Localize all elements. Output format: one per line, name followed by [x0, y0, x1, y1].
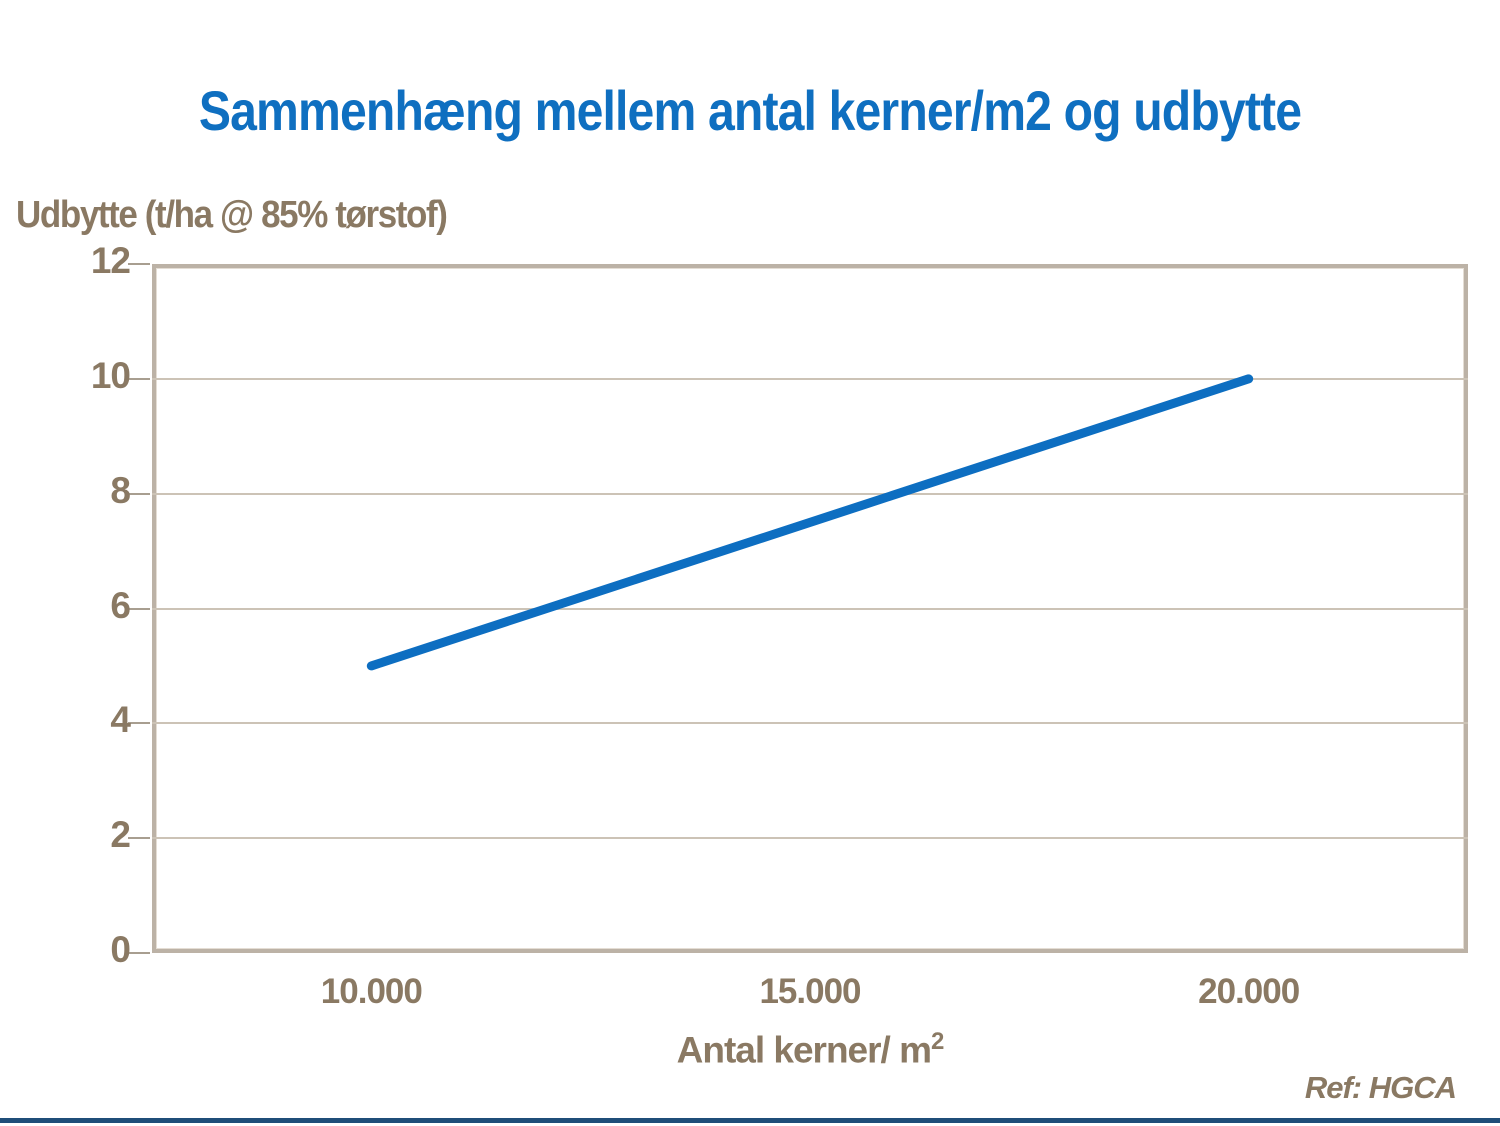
x-axis-title-superscript: 2	[931, 1028, 944, 1055]
y-tick-mark	[128, 837, 150, 840]
x-tick-label: 20.000	[1198, 972, 1300, 1011]
x-axis-title: Antal kerner/ m2	[152, 1028, 1468, 1071]
y-tick-label: 2	[110, 814, 131, 856]
x-tick-label: 10.000	[320, 972, 423, 1011]
gridline	[152, 377, 1468, 380]
y-tick-mark	[128, 377, 150, 380]
x-tick-label: 15.000	[759, 972, 861, 1011]
y-tick-mark	[128, 952, 150, 954]
gridline	[152, 837, 1468, 840]
page-title: Sammenhæng mellem antal kerner/m2 og udb…	[198, 79, 1302, 142]
y-tick-mark	[128, 492, 150, 495]
y-tick-label: 12	[90, 240, 131, 281]
x-axis-title-text: Antal kerner/ m	[676, 1029, 932, 1071]
gridline	[152, 722, 1468, 725]
y-tick-mark	[128, 607, 150, 610]
footer-bar	[0, 1118, 1500, 1123]
y-tick-label: 0	[110, 929, 131, 970]
y-tick-mark	[128, 263, 150, 265]
y-tick-label: 6	[110, 584, 131, 626]
y-axis-title: Udbytte (t/ha @ 85% tørstof)	[16, 194, 448, 236]
gridline	[152, 492, 1468, 495]
y-tick-label: 4	[110, 699, 131, 741]
reference-label: Ref: HGCA	[1304, 1070, 1457, 1105]
y-tick-label: 10	[90, 354, 131, 396]
y-tick-label: 8	[110, 469, 131, 511]
gridline	[152, 607, 1468, 610]
y-tick-mark	[128, 722, 150, 725]
